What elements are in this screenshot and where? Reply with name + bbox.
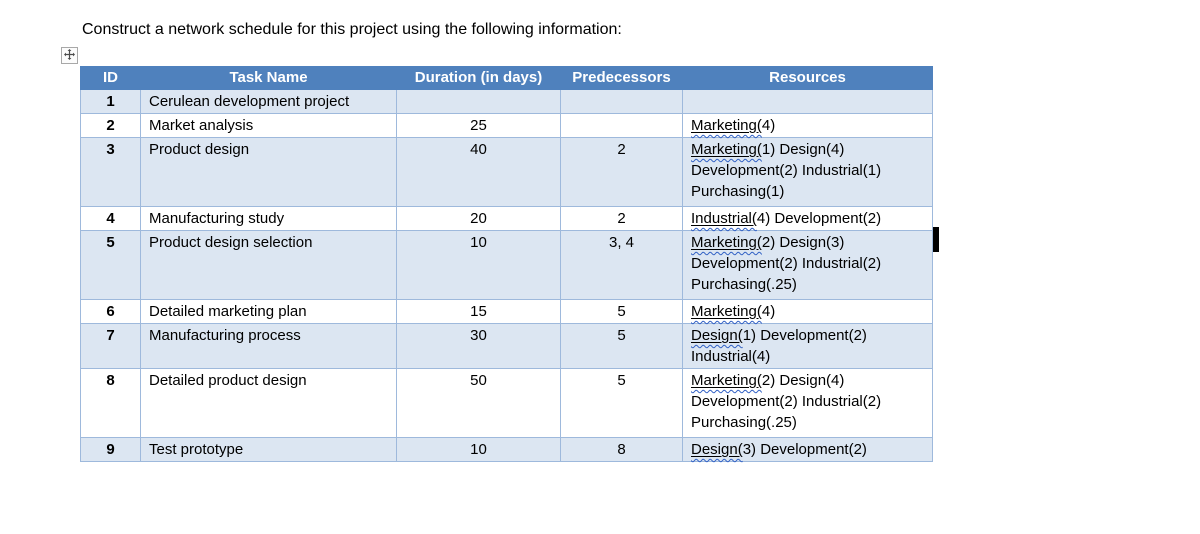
table-row: 5 Product design selection 10 3, 4 Marke… <box>80 230 933 300</box>
header-row: ID Task Name Duration (in days) Predeces… <box>80 66 933 90</box>
resource-underlined: Marketing( <box>691 117 762 134</box>
predecessors-cell[interactable] <box>560 113 683 138</box>
resource-line: Purchasing(1) <box>691 183 785 200</box>
text-block-cursor <box>933 227 939 252</box>
table-row: 7 Manufacturing process 30 5 Design(1) D… <box>80 323 933 369</box>
predecessors-cell[interactable]: 8 <box>560 437 683 462</box>
resource-underlined: Design( <box>691 441 743 458</box>
resources-cell[interactable]: Industrial(4) Development(2) <box>682 206 933 231</box>
project-schedule-table: ID Task Name Duration (in days) Predeces… <box>80 66 933 462</box>
move-arrows-icon <box>64 47 75 65</box>
duration-cell[interactable]: 15 <box>396 299 561 324</box>
id-cell[interactable]: 6 <box>80 299 141 324</box>
table-row: 9 Test prototype 10 8 Design(3) Developm… <box>80 437 933 462</box>
resource-text: 1) Development(2) <box>742 327 867 344</box>
resource-underlined: Marketing( <box>691 141 762 158</box>
page-title: Construct a network schedule for this pr… <box>82 21 622 38</box>
resource-text: 2) Design(4) <box>761 372 845 389</box>
task-name-cell[interactable]: Product design <box>140 137 397 207</box>
table-row: 1 Cerulean development project <box>80 89 933 114</box>
duration-cell[interactable]: 10 <box>396 437 561 462</box>
resource-line: Development(2) Industrial(2) <box>691 393 882 410</box>
id-cell[interactable]: 8 <box>80 368 141 438</box>
table-row: 2 Market analysis 25 Marketing(4) <box>80 113 933 138</box>
duration-cell[interactable]: 25 <box>396 113 561 138</box>
resource-underlined: Design( <box>691 327 743 344</box>
column-header-task-name: Task Name <box>140 66 397 90</box>
table-row: 4 Manufacturing study 20 2 Industrial(4)… <box>80 206 933 231</box>
resource-line: Purchasing(.25) <box>691 276 797 293</box>
resource-text: 1) Design(4) <box>761 141 845 158</box>
resource-underlined: Marketing( <box>691 234 762 251</box>
resources-cell[interactable]: Design(1) Development(2) Industrial(4) <box>682 323 933 369</box>
predecessors-cell[interactable]: 2 <box>560 206 683 231</box>
duration-cell[interactable]: 40 <box>396 137 561 207</box>
resource-line: Industrial(4) <box>691 348 771 365</box>
resource-text: 4) <box>761 303 776 320</box>
resource-line: Development(2) Industrial(2) <box>691 255 882 272</box>
resource-text: 4) Development(2) <box>756 210 882 227</box>
column-header-predecessors: Predecessors <box>560 66 683 90</box>
task-name-cell[interactable]: Manufacturing process <box>140 323 397 369</box>
duration-cell[interactable]: 50 <box>396 368 561 438</box>
duration-cell[interactable]: 10 <box>396 230 561 300</box>
duration-cell[interactable]: 20 <box>396 206 561 231</box>
resource-text: 3) Development(2) <box>742 441 867 458</box>
column-header-duration: Duration (in days) <box>396 66 561 90</box>
resources-cell[interactable]: Design(3) Development(2) <box>682 437 933 462</box>
column-header-id: ID <box>80 66 141 90</box>
resource-text: 2) Design(3) <box>761 234 845 251</box>
resources-cell[interactable]: Marketing(4) <box>682 299 933 324</box>
resources-cell[interactable]: Marketing(1) Design(4) Development(2) In… <box>682 137 933 207</box>
predecessors-cell[interactable]: 5 <box>560 323 683 369</box>
predecessors-cell[interactable]: 2 <box>560 137 683 207</box>
resources-cell[interactable]: Marketing(2) Design(4) Development(2) In… <box>682 368 933 438</box>
column-header-resources: Resources <box>682 66 933 90</box>
resources-cell[interactable]: Marketing(4) <box>682 113 933 138</box>
id-cell[interactable]: 7 <box>80 323 141 369</box>
resource-line: Development(2) Industrial(1) <box>691 162 882 179</box>
resource-underlined: Marketing( <box>691 303 762 320</box>
resource-underlined: Marketing( <box>691 372 762 389</box>
table-row: 8 Detailed product design 50 5 Marketing… <box>80 368 933 438</box>
resource-text: 4) <box>761 117 776 134</box>
id-cell[interactable]: 2 <box>80 113 141 138</box>
table-row: 3 Product design 40 2 Marketing(1) Desig… <box>80 137 933 207</box>
duration-cell[interactable]: 30 <box>396 323 561 369</box>
id-cell[interactable]: 4 <box>80 206 141 231</box>
resources-cell[interactable] <box>682 89 933 114</box>
task-name-cell[interactable]: Detailed product design <box>140 368 397 438</box>
predecessors-cell[interactable] <box>560 89 683 114</box>
table-row: 6 Detailed marketing plan 15 5 Marketing… <box>80 299 933 324</box>
id-cell[interactable]: 1 <box>80 89 141 114</box>
id-cell[interactable]: 5 <box>80 230 141 300</box>
predecessors-cell[interactable]: 3, 4 <box>560 230 683 300</box>
predecessors-cell[interactable]: 5 <box>560 299 683 324</box>
task-name-cell[interactable]: Test prototype <box>140 437 397 462</box>
id-cell[interactable]: 3 <box>80 137 141 207</box>
resources-cell[interactable]: Marketing(2) Design(3) Development(2) In… <box>682 230 933 300</box>
table-move-handle[interactable] <box>61 47 78 64</box>
predecessors-cell[interactable]: 5 <box>560 368 683 438</box>
task-name-cell[interactable]: Product design selection <box>140 230 397 300</box>
id-cell[interactable]: 9 <box>80 437 141 462</box>
resource-underlined: Industrial( <box>691 210 757 227</box>
task-name-cell[interactable]: Market analysis <box>140 113 397 138</box>
task-name-cell[interactable]: Cerulean development project <box>140 89 397 114</box>
resource-line: Purchasing(.25) <box>691 414 797 431</box>
task-name-cell[interactable]: Manufacturing study <box>140 206 397 231</box>
task-name-cell[interactable]: Detailed marketing plan <box>140 299 397 324</box>
duration-cell[interactable] <box>396 89 561 114</box>
